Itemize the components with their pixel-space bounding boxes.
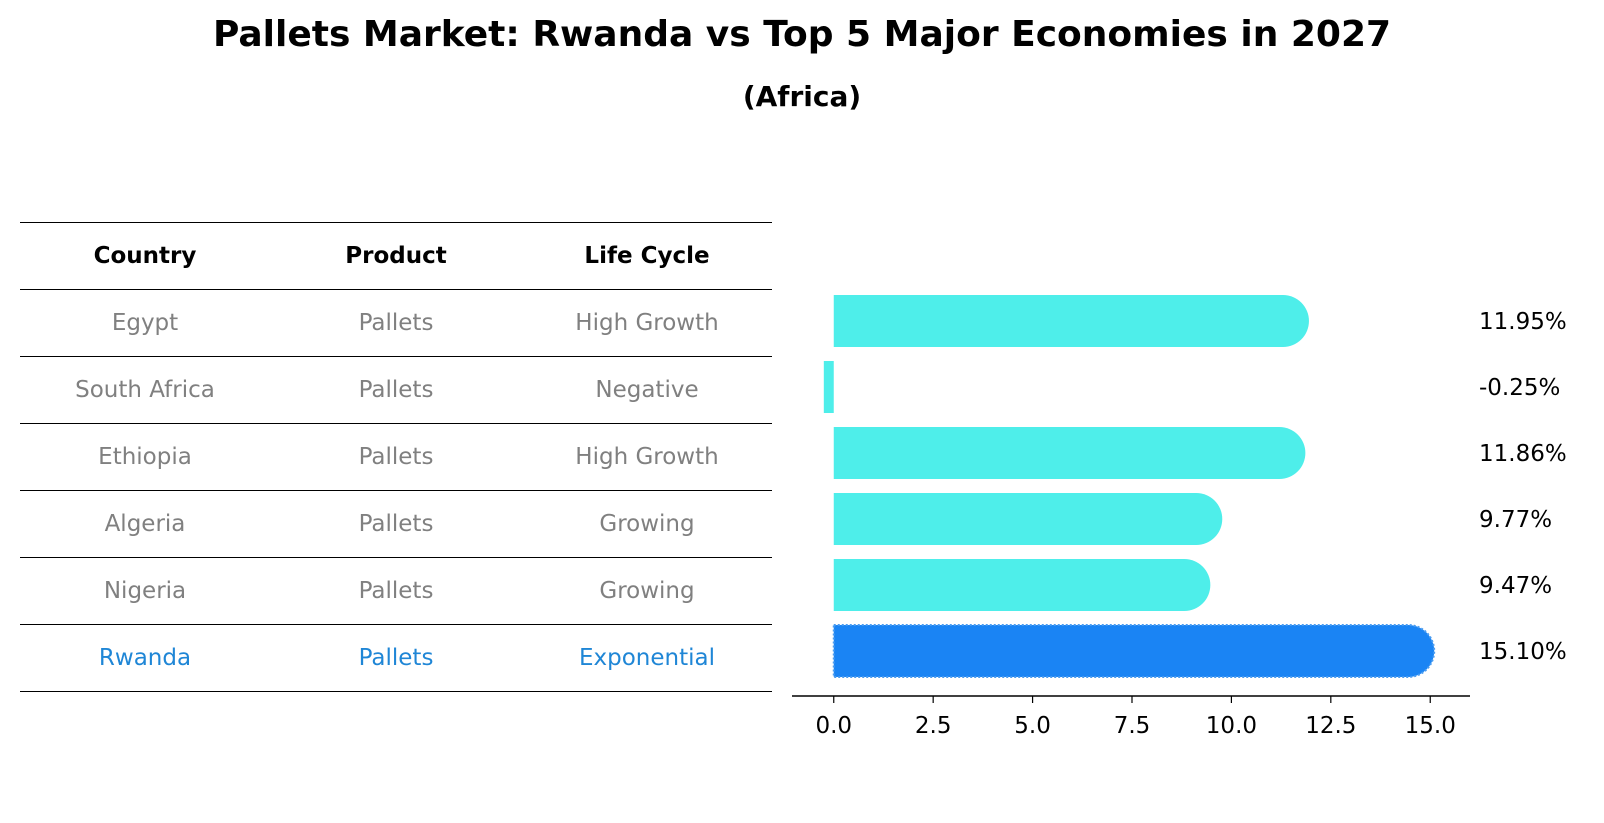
bar-egypt	[833, 295, 1309, 347]
header-country: Country	[93, 243, 197, 269]
bar-value-label: 9.47%	[1479, 573, 1552, 599]
x-tick-label: 12.5	[1305, 713, 1356, 739]
x-tick-label: 0.0	[815, 713, 852, 739]
cell-product: Pallets	[358, 377, 434, 403]
cell-life-cycle: Exponential	[578, 645, 715, 671]
cell-product: Pallets	[358, 511, 434, 537]
bar-rwanda	[832, 624, 1436, 678]
table-header-row: Country Product Life Cycle	[20, 222, 772, 289]
bar-value-label: 15.10%	[1479, 639, 1567, 665]
x-tick-label: 7.5	[1114, 713, 1151, 739]
table-row: Algeria Pallets Growing	[20, 490, 772, 557]
x-tick-label: 2.5	[915, 713, 952, 739]
cell-life-cycle: High Growth	[575, 310, 719, 336]
bar-algeria	[833, 493, 1223, 545]
bar-value-label: 11.95%	[1479, 309, 1567, 335]
cell-product: Pallets	[358, 310, 434, 336]
header-product: Product	[345, 243, 447, 269]
cell-country: Ethiopia	[98, 444, 192, 470]
cell-product: Pallets	[358, 578, 434, 604]
table-row: Nigeria Pallets Growing	[20, 557, 772, 624]
cell-country: South Africa	[75, 377, 215, 403]
x-tick-label: 5.0	[1014, 713, 1051, 739]
chart-title: Pallets Market: Rwanda vs Top 5 Major Ec…	[212, 14, 1392, 55]
table-row: Egypt Pallets High Growth	[20, 289, 772, 356]
header-life-cycle: Life Cycle	[584, 243, 710, 269]
table-row-highlight: Rwanda Pallets Exponential	[20, 624, 772, 692]
bar-value-label: 11.86%	[1479, 441, 1567, 467]
table-row: Ethiopia Pallets High Growth	[20, 423, 772, 490]
chart-subtitle: (Africa)	[742, 80, 862, 113]
cell-life-cycle: Negative	[595, 377, 699, 403]
cell-country: Rwanda	[98, 645, 192, 671]
cell-country: Algeria	[104, 511, 186, 537]
table-row: South Africa Pallets Negative	[20, 356, 772, 423]
x-tick-label: 10.0	[1206, 713, 1257, 739]
bar-value-label: -0.25%	[1479, 375, 1560, 401]
x-tick-label: 15.0	[1405, 713, 1456, 739]
cell-life-cycle: Growing	[599, 511, 695, 537]
cell-product: Pallets	[358, 444, 434, 470]
bar-ethiopia	[833, 427, 1306, 479]
cell-life-cycle: Growing	[599, 578, 695, 604]
bar-value-label: 9.77%	[1479, 507, 1552, 533]
cell-country: Nigeria	[103, 578, 187, 604]
cell-life-cycle: High Growth	[575, 444, 719, 470]
cell-country: Egypt	[111, 310, 179, 336]
bar-nigeria	[833, 559, 1211, 611]
comparison-table: Country Product Life Cycle Egypt Pallets…	[20, 222, 772, 692]
bar-south-africa	[823, 361, 834, 413]
cell-product: Pallets	[358, 645, 434, 671]
